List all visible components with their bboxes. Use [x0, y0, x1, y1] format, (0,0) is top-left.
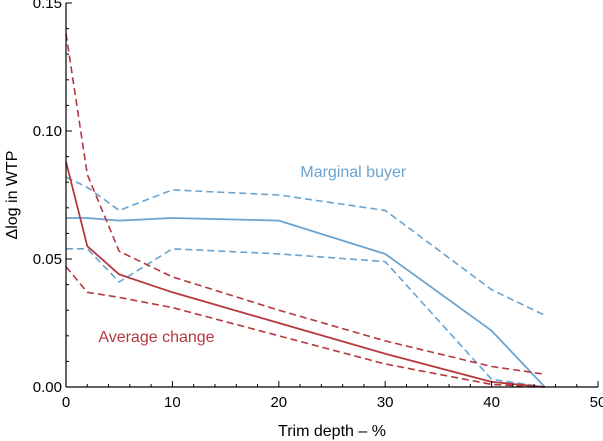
series-line-marginal-buyer — [66, 217, 546, 388]
annotation-marginal-buyer: Marginal buyer — [300, 164, 407, 181]
x-tick-label: 20 — [270, 394, 287, 411]
x-axis-title: Trim depth – % — [278, 423, 386, 440]
axes-layer — [65, 3, 598, 388]
y-axis-title: Δlog in WTP — [4, 151, 21, 240]
x-tick-label: 0 — [62, 394, 70, 411]
series-line-average-change-lower-band — [65, 266, 545, 388]
y-tick-label: 0.00 — [33, 379, 62, 396]
annotation-average-change: Average change — [98, 329, 214, 346]
series-line-average-change-upper-band — [65, 33, 545, 375]
y-tick-label: 0.10 — [33, 123, 62, 140]
y-tick-label: 0.15 — [33, 0, 62, 12]
series-line-average-change — [65, 161, 545, 388]
x-tick-label: 50 — [590, 394, 603, 411]
series-line-marginal-buyer-lower-band — [66, 248, 545, 388]
series-layer — [65, 33, 546, 388]
x-tick-label: 30 — [377, 394, 394, 411]
series-line-marginal-buyer-upper-band — [65, 176, 546, 317]
y-tick-label: 0.05 — [33, 251, 62, 268]
x-tick-label: 10 — [164, 394, 181, 411]
ticks-layer: 0 10 20 30 40 50 0.00 0.05 0.10 0.15 — [33, 0, 603, 411]
x-tick-label: 40 — [483, 394, 500, 411]
